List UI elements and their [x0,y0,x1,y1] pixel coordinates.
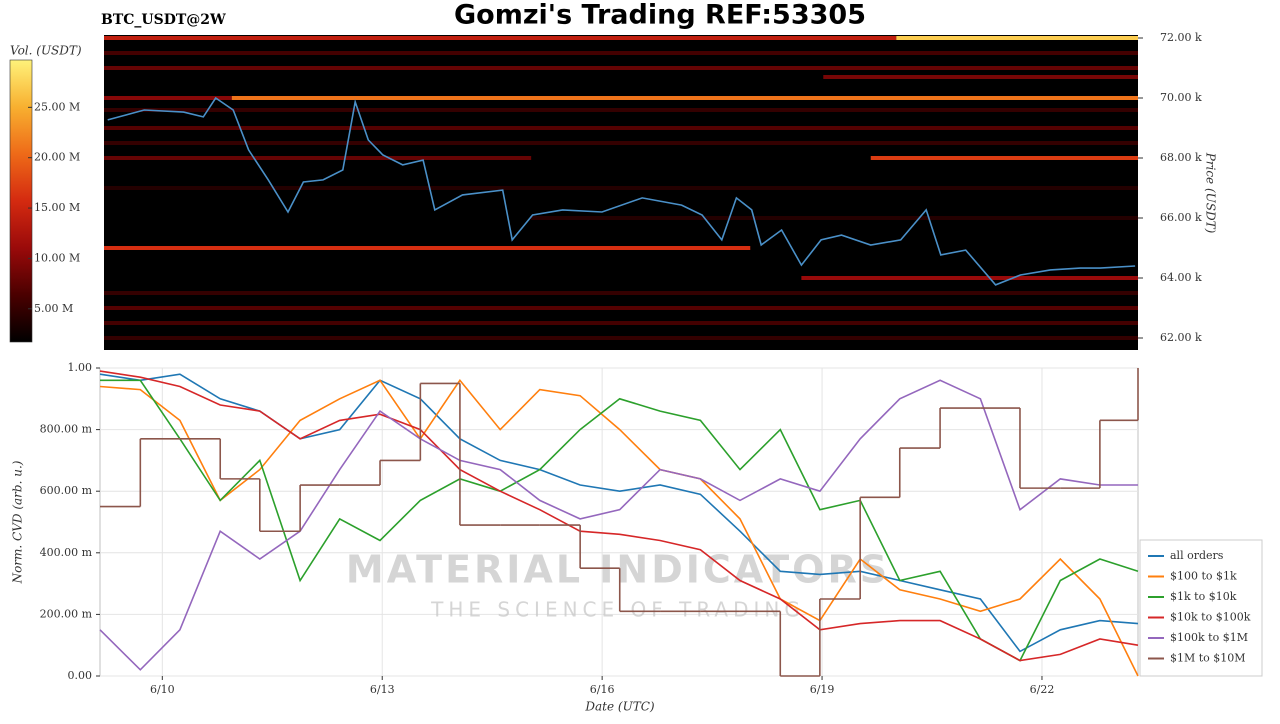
liquidity-level [104,96,232,100]
liquidity-level [231,96,1138,100]
y-tick-label: 66.00 k [1160,211,1202,224]
liquidity-level [104,186,1138,190]
x-tick-label: 6/13 [370,683,395,696]
liquidity-level [104,66,1138,70]
liquidity-level [531,216,1138,220]
price-line [107,96,1136,286]
colorbar-tick-label: 5.00 M [34,302,73,315]
price-axis-label: Price (USDT) [1204,152,1218,234]
series-line [99,378,1139,677]
x-tick-label: 6/10 [150,683,175,696]
colorbar-tick-label: 10.00 M [34,251,80,264]
series-line [99,370,1139,662]
liquidity-level [104,156,532,160]
y-tick-label: 64.00 k [1160,271,1202,284]
colorbar-tick-label: 15.00 M [34,201,80,214]
legend-label: $1k to $10k [1170,590,1237,603]
liquidity-level [104,306,1138,310]
legend-label: $10k to $100k [1170,611,1251,624]
y-tick-label: 600.00 m [40,484,93,497]
x-tick-label: 6/22 [1030,683,1055,696]
y-tick-label: 70.00 k [1160,91,1202,104]
colorbar [9,59,33,343]
y-tick-label: 0.00 [68,669,93,682]
colorbar-tick-label: 20.00 M [34,151,80,164]
legend-label: $100k to $1M [1170,631,1248,644]
cvd-axis-label: Norm. CVD (arb. u.) [11,460,25,584]
page-title: Gomzi's Trading REF:53305 [454,0,866,31]
series-line [100,379,1139,662]
liquidity-level [104,321,1138,325]
legend-label: all orders [1170,549,1224,562]
series-line [99,379,1138,671]
watermark-tagline: THE SCIENCE OF TRADING [430,598,805,622]
symbol-label: BTC_USDT@2W [101,12,226,28]
liquidity-level [104,291,1138,295]
y-tick-label: 800.00 m [40,423,93,436]
liquidity-level [104,141,1138,145]
y-tick-label: 72.00 k [1160,31,1202,44]
x-tick-label: 6/19 [810,683,835,696]
heatmap-background [104,35,1138,350]
liquidity-level [104,126,1138,130]
y-tick-label: 200.00 m [40,607,93,620]
liquidity-level [870,156,1138,160]
liquidity-level [104,246,751,250]
liquidity-level [823,75,1138,79]
y-tick-label: 1.00 [68,361,93,374]
y-tick-label: 400.00 m [40,546,93,559]
colorbar-label: Vol. (USDT) [10,44,82,58]
liquidity-level [104,108,1138,112]
liquidity-level [896,36,1138,40]
watermark: MATERIAL INDICATORS [346,548,890,592]
date-axis-label: Date (UTC) [584,700,654,714]
liquidity-level [801,276,1138,280]
legend-label: $100 to $1k [1170,570,1237,583]
cvd-plot-area [99,367,1139,677]
legend [1139,539,1263,677]
x-tick-label: 6/16 [590,683,615,696]
colorbar-tick-label: 25.00 M [34,100,80,113]
legend-label: $1M to $10M [1170,652,1246,665]
y-tick-label: 68.00 k [1160,151,1202,164]
liquidity-level [104,51,1138,55]
y-tick-label: 62.00 k [1160,331,1202,344]
liquidity-level [104,36,897,40]
liquidity-level [104,336,1138,340]
